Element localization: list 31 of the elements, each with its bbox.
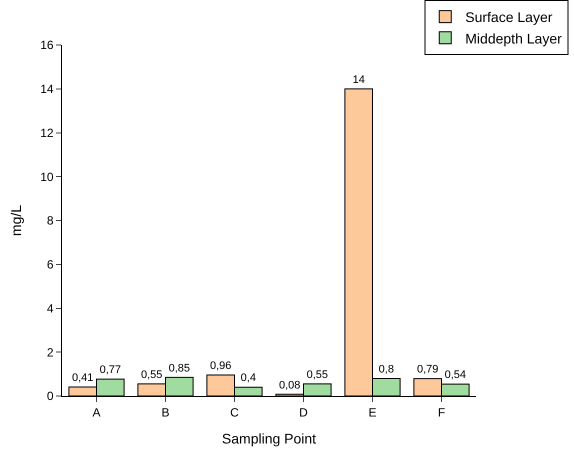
data-label: 0,08 (278, 379, 300, 392)
y-tick-label: 6 (46, 258, 54, 272)
x-tick-label: D (299, 405, 308, 420)
data-label: 0,55 (306, 368, 328, 381)
y-tick-label: 16 (40, 38, 54, 52)
x-tick-label: C (230, 405, 240, 420)
y-axis-title: mg/L (8, 204, 24, 236)
x-tick-label: A (92, 405, 101, 420)
y-tick-label: 14 (40, 82, 54, 96)
y-tick-label: 8 (46, 214, 54, 228)
data-label: 0,8 (378, 363, 394, 376)
y-tick-label: 10 (40, 170, 54, 184)
y-tick-label: 12 (40, 126, 54, 140)
x-axis-title: Sampling Point (222, 430, 316, 447)
data-label: 0,85 (168, 362, 190, 374)
data-label: 0,4 (240, 372, 256, 384)
x-tick-label: E (368, 405, 377, 420)
y-tick-label: 2 (46, 345, 54, 360)
data-label: 0,41 (72, 372, 94, 384)
x-tick-label: F (438, 405, 446, 420)
data-label: 0,55 (140, 368, 162, 381)
x-tick-label: B (161, 405, 170, 420)
data-label: 0,54 (444, 369, 466, 382)
data-label: 0,96 (210, 360, 232, 372)
legend-label: Middepth Layer (465, 30, 562, 46)
y-tick-label: 4 (46, 301, 54, 316)
data-label: 14 (352, 74, 365, 86)
data-label: 0,79 (416, 364, 438, 376)
data-label: 0,77 (100, 364, 122, 376)
legend-label: Surface Layer (465, 9, 553, 26)
y-tick-label: 0 (46, 389, 54, 404)
